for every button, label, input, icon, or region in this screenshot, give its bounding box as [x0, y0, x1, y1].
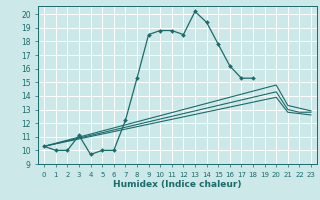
X-axis label: Humidex (Indice chaleur): Humidex (Indice chaleur) [113, 180, 242, 189]
